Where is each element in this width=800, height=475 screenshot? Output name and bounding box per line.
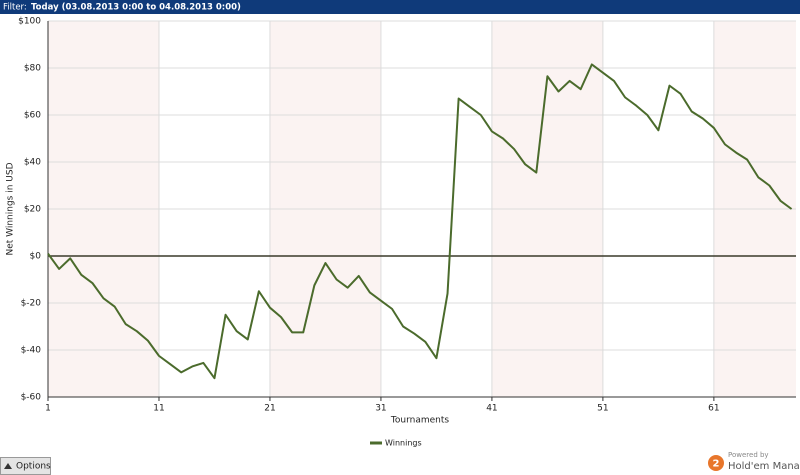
- x-tick-label: 41: [486, 404, 497, 414]
- logo-badge: [708, 455, 724, 471]
- x-axis-label: Tournaments: [390, 416, 449, 426]
- y-tick-label: $-20: [21, 299, 42, 309]
- product-name: Hold'em Manager: [728, 461, 800, 472]
- logo-number: 2: [713, 459, 720, 470]
- options-label[interactable]: Options: [16, 462, 51, 472]
- y-tick-label: $40: [24, 158, 41, 168]
- y-tick-label: $100: [18, 17, 41, 27]
- y-tick-label: $-60: [21, 393, 42, 403]
- legend: Winnings: [370, 439, 422, 448]
- legend-label: Winnings: [385, 439, 422, 448]
- x-tick-label: 1: [45, 404, 51, 414]
- y-axis-label: Net Winnings in USD: [6, 162, 16, 255]
- filter-label: Filter:: [3, 3, 27, 13]
- options-arrow: [4, 463, 12, 469]
- filter-value: Today (03.08.2013 0:00 to 04.08.2013 0:0…: [31, 3, 241, 13]
- x-tick-label: 31: [375, 404, 386, 414]
- y-tick-label: $80: [24, 64, 41, 74]
- data-line: [47, 63, 793, 380]
- y-tick-label: $20: [24, 205, 41, 215]
- powered-by: Powered by: [728, 451, 769, 459]
- filter-bar: [0, 0, 800, 14]
- x-tick-label: 21: [264, 404, 275, 414]
- y-tick-label: $60: [24, 111, 41, 121]
- y-tick-label: $-40: [21, 346, 42, 356]
- x-tick-label: 11: [153, 404, 164, 414]
- x-tick-label: 61: [708, 404, 719, 414]
- x-tick-label: 51: [597, 404, 608, 414]
- options-button[interactable]: Options: [0, 457, 52, 475]
- y-tick-label: $0: [30, 252, 42, 262]
